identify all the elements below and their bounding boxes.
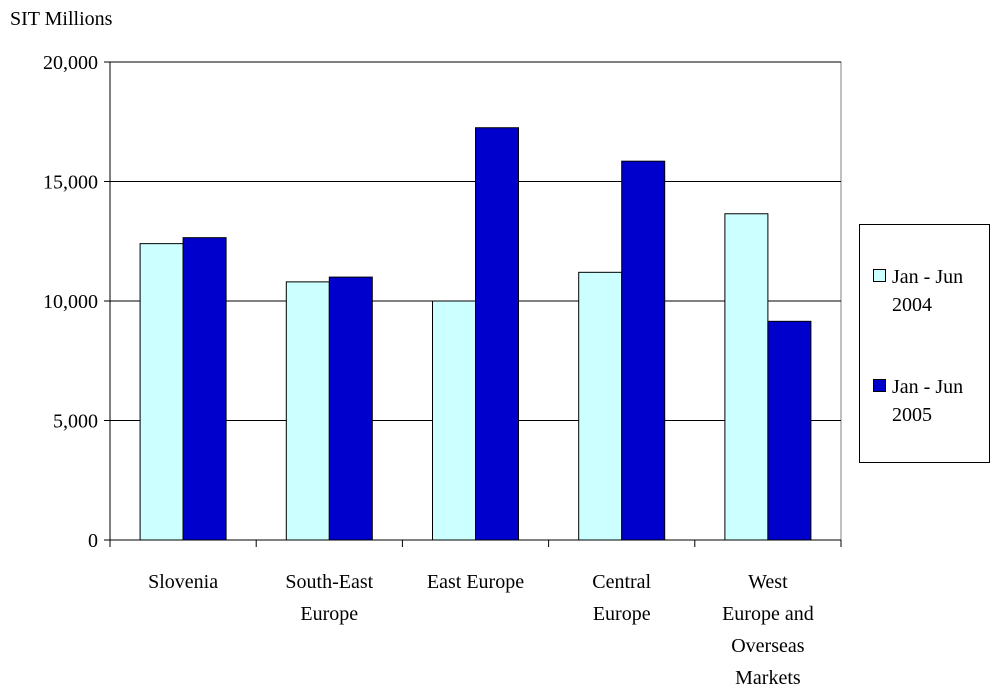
y-tick-label: 0 <box>88 530 98 552</box>
legend-label-2005: Jan - Jun 2005 <box>892 376 964 426</box>
y-axis-unit-label: SIT Millions <box>10 8 113 30</box>
bar-2005 <box>182 237 227 541</box>
bar-2004 <box>285 281 330 541</box>
bar-2005 <box>328 276 373 541</box>
x-tick-label: Central Europe <box>592 571 651 625</box>
bar-2005 <box>621 160 666 541</box>
legend-swatch-2004 <box>873 269 886 282</box>
bar-2004 <box>578 271 623 541</box>
bar-2005 <box>475 127 519 541</box>
y-tick-label: 15,000 <box>43 172 98 194</box>
bar-2004 <box>432 300 476 541</box>
bar-2004 <box>139 243 184 541</box>
y-tick-label: 10,000 <box>43 291 98 313</box>
y-tick-label: 20,000 <box>43 52 98 74</box>
bar-2005 <box>767 320 812 541</box>
x-tick-label: South-East Europe <box>285 571 373 625</box>
x-tick-label: East Europe <box>427 571 524 593</box>
legend-swatch-2005 <box>873 379 886 392</box>
x-tick-label: West Europe and Overseas Markets <box>722 571 814 689</box>
bar-2004 <box>724 213 769 541</box>
legend-label-2004: Jan - Jun 2004 <box>892 266 964 316</box>
chart-legend: Jan - Jun 2004 Jan - Jun 2005 <box>859 224 990 463</box>
x-tick-label: Slovenia <box>148 571 218 593</box>
y-tick-label: 5,000 <box>53 411 98 433</box>
